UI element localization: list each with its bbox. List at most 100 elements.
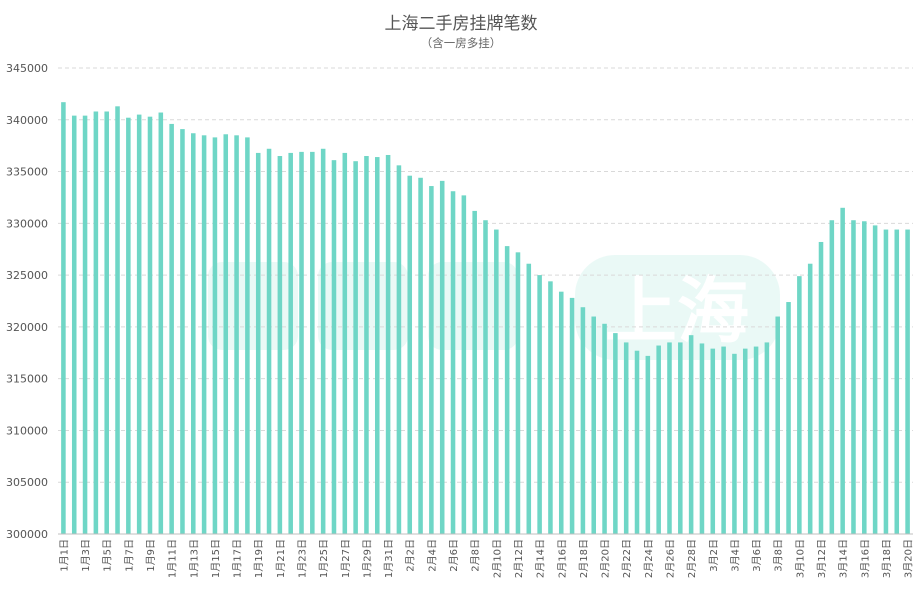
bar-1月18日 — [245, 137, 250, 535]
bar-2月12日 — [515, 252, 521, 534]
bar-1月12日 — [180, 129, 185, 534]
bars — [61, 102, 910, 535]
bar-3月14日 — [840, 207, 845, 535]
x-tick-label: 3月16日 — [859, 539, 871, 578]
bar-1月5日 — [104, 111, 109, 534]
y-tick-label: 345000 — [6, 62, 48, 75]
x-tick-label: 1月7日 — [123, 539, 135, 572]
bar-2月4日 — [429, 186, 434, 534]
x-tick-label: 1月17日 — [232, 539, 244, 578]
bar-1月24日 — [310, 151, 315, 534]
bar-3月4日 — [732, 353, 737, 534]
bar-3月17日 — [872, 225, 878, 534]
bar-2月26日 — [667, 342, 672, 534]
bar-1月6日 — [115, 106, 120, 534]
bar-1月4日 — [93, 111, 99, 534]
y-tick-label: 335000 — [6, 166, 48, 179]
x-tick-label: 2月10日 — [491, 539, 503, 578]
x-tick-label: 2月26日 — [664, 539, 676, 578]
bar-3月6日 — [753, 346, 759, 534]
bar-3月10日 — [797, 276, 802, 534]
bar-2月27日 — [678, 342, 683, 534]
bar-3月11日 — [807, 263, 813, 534]
x-tick-label: 2月20日 — [600, 539, 612, 578]
x-tick-label: 1月3日 — [80, 539, 92, 572]
bar-3月3日 — [721, 346, 726, 534]
bar-2月22日 — [623, 342, 629, 534]
bar-2月19日 — [591, 316, 597, 534]
x-tick-label: 2月2日 — [405, 539, 417, 572]
bar-1月11日 — [169, 123, 174, 535]
x-tick-label: 1月15日 — [210, 539, 222, 578]
x-tick-label: 2月24日 — [643, 539, 655, 578]
x-tick-label: 3月10日 — [794, 539, 806, 578]
x-tick-label: 2月22日 — [621, 539, 633, 578]
bar-2月11日 — [504, 246, 510, 535]
bar-3月1日 — [699, 343, 705, 534]
x-tick-label: 1月9日 — [145, 539, 157, 572]
x-tick-label: 1月1日 — [58, 539, 70, 572]
bar-1月22日 — [288, 152, 293, 534]
x-tick-label: 3月12日 — [816, 539, 828, 578]
bar-2月2日 — [407, 175, 413, 534]
bar-2月17日 — [569, 297, 575, 534]
bar-3月15日 — [851, 220, 856, 534]
x-tick-label: 1月21日 — [275, 539, 287, 578]
bar-2月25日 — [656, 345, 661, 534]
bar-1月17日 — [234, 135, 239, 535]
bar-2月28日 — [688, 335, 694, 534]
bar-2月8日 — [472, 210, 477, 534]
bar-1月27日 — [342, 152, 348, 534]
y-tick-label: 320000 — [6, 321, 48, 334]
bar-2月6日 — [450, 191, 456, 534]
bar-1月10日 — [158, 112, 164, 534]
x-tick-label: 2月18日 — [578, 539, 590, 578]
x-tick-label: 2月16日 — [556, 539, 568, 578]
bar-2月10日 — [494, 229, 499, 534]
y-tick-label: 315000 — [6, 373, 48, 386]
x-tick-label: 1月23日 — [297, 539, 309, 578]
x-tick-label: 1月19日 — [253, 539, 265, 578]
x-tick-label: 3月20日 — [903, 539, 915, 578]
bar-2月5日 — [439, 180, 445, 534]
bar-1月1日 — [61, 102, 66, 534]
bar-1月26日 — [331, 160, 337, 535]
bar-3月5日 — [742, 348, 748, 534]
x-tick-label: 2月28日 — [686, 539, 698, 578]
watermark-block-2 — [318, 262, 408, 350]
x-tick-label: 1月11日 — [167, 539, 179, 578]
x-tick-label: 1月31日 — [383, 539, 395, 578]
bar-2月3日 — [418, 177, 423, 534]
bar-3月12日 — [818, 241, 824, 534]
bar-3月7日 — [764, 342, 770, 534]
x-tick-label: 2月8日 — [470, 539, 482, 572]
x-tick-label: 3月6日 — [751, 539, 763, 572]
watermark: 上海 — [208, 255, 780, 360]
bar-1月25日 — [320, 148, 326, 535]
bar-3月8日 — [775, 316, 780, 534]
bar-3月20日 — [905, 229, 910, 534]
x-tick-label: 3月2日 — [708, 539, 720, 572]
watermark-badge — [575, 255, 780, 360]
y-tick-label: 330000 — [6, 217, 48, 230]
y-tick-label: 340000 — [6, 114, 48, 127]
bar-1月31日 — [385, 154, 391, 534]
x-tick-label: 1月27日 — [340, 539, 352, 578]
x-tick-label: 2月14日 — [535, 539, 547, 578]
bar-1月9日 — [147, 116, 153, 534]
bar-1月15日 — [212, 137, 218, 535]
bar-2月9日 — [483, 220, 488, 534]
bar-1月3日 — [82, 115, 88, 534]
x-tick-label: 3月8日 — [773, 539, 785, 572]
bar-1月30日 — [374, 157, 380, 534]
bar-2月23日 — [634, 350, 640, 534]
bar-1月7日 — [126, 117, 131, 534]
x-tick-label: 2月6日 — [448, 539, 460, 572]
bar-1月20日 — [266, 148, 272, 535]
bar-1月29日 — [364, 156, 369, 534]
bar-3月13日 — [829, 220, 835, 534]
x-tick-label: 1月25日 — [318, 539, 330, 578]
bar-2月16日 — [558, 291, 564, 534]
bar-2月14日 — [537, 275, 542, 534]
bar-3月16日 — [862, 221, 867, 535]
